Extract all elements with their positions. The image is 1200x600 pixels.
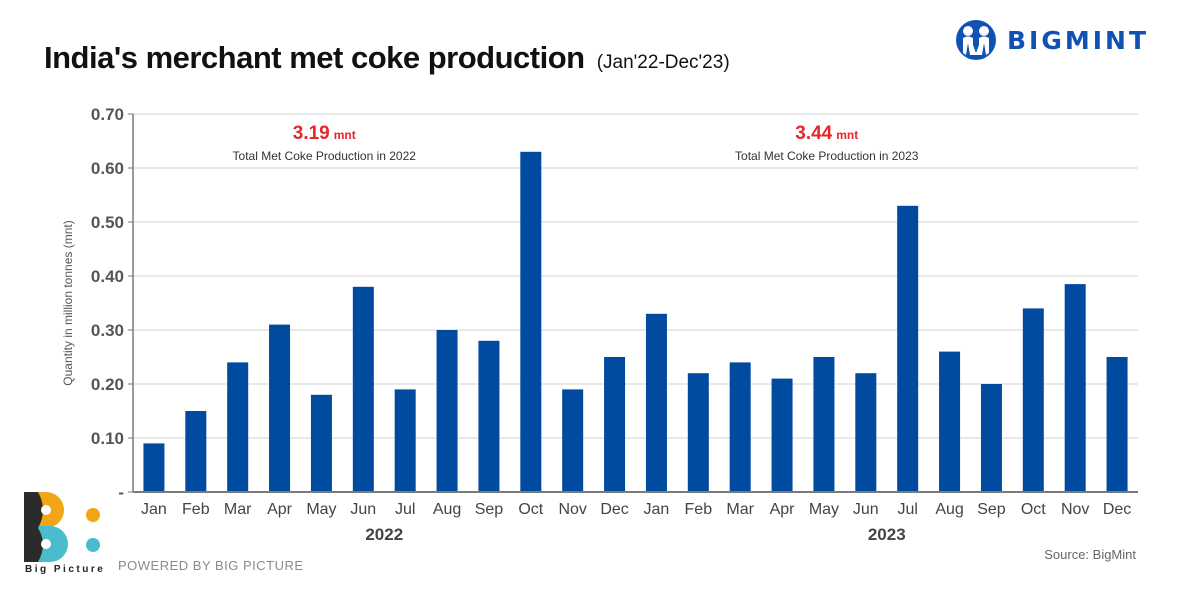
bar-oct <box>520 151 542 493</box>
bar-nov <box>562 389 584 492</box>
x-tick-label: Jul <box>897 501 917 518</box>
x-tick-label: Dec <box>1103 501 1131 518</box>
x-tick-label: Apr <box>770 501 796 518</box>
y-tick-label: 0.50 <box>91 213 124 232</box>
bar-dec <box>1106 357 1128 492</box>
x-tick-label: May <box>809 501 839 518</box>
y-tick-label: 0.10 <box>91 429 124 448</box>
y-axis-label: Quantity in million tonnes (mnt) <box>61 220 75 385</box>
x-tick-label: Jul <box>395 501 415 518</box>
chart-title-period: (Jan'22-Dec'23) <box>596 52 730 73</box>
y-tick-label: - <box>118 483 124 502</box>
x-tick-label: Sep <box>977 501 1006 518</box>
x-tick-label: Mar <box>224 501 252 518</box>
bars <box>143 151 1128 493</box>
y-tick-label: 0.60 <box>91 159 124 178</box>
bar-jun <box>352 286 374 492</box>
annotation-caption: Total Met Coke Production in 2023 <box>735 149 919 163</box>
y-tick-label: 0.30 <box>91 321 124 340</box>
x-tick-label: Dec <box>600 501 628 518</box>
bar-feb <box>185 411 207 492</box>
bigmint-wordmark: BIGMINT <box>1007 25 1150 55</box>
bar-jun <box>855 373 877 492</box>
annotation-total: 3.44 mnt <box>795 123 858 144</box>
annotation-value: 3.19 <box>293 123 330 144</box>
bar-sep <box>478 340 500 492</box>
bigmint-logo: BIGMINT <box>955 18 1149 62</box>
bigmint-people-icon <box>956 20 996 60</box>
bar-may <box>310 394 332 492</box>
annotations: 3.19 mnt Total Met Coke Production in 2022… <box>233 123 919 163</box>
x-tick-label: Feb <box>685 501 713 518</box>
y-tick-label: 0.40 <box>91 267 124 286</box>
x-tick-label: Jun <box>350 501 376 518</box>
source-text: Source: BigMint <box>1044 547 1136 562</box>
x-tick-label: Sep <box>475 501 504 518</box>
bar-apr <box>269 324 291 492</box>
big-picture-caption: Big Picture <box>25 564 106 575</box>
x-tick-label: Aug <box>433 501 461 518</box>
y-tick-labels: - 0.10 0.20 0.30 0.40 0.50 0.60 0.70 <box>91 105 124 502</box>
bar-sep <box>980 384 1002 492</box>
x-tick-label: Mar <box>726 501 754 518</box>
bar-aug <box>939 351 961 492</box>
bar-jan <box>645 313 667 492</box>
x-tick-label: Jan <box>644 501 670 518</box>
y-tick-label: 0.70 <box>91 105 124 124</box>
bar-aug <box>436 330 458 492</box>
year-group-labels: 2022 2023 <box>365 525 905 544</box>
x-tick-label: Nov <box>1061 501 1089 518</box>
bar-dec <box>604 357 626 492</box>
bar-jul <box>897 205 919 493</box>
annotation-total: 3.19 mnt <box>293 123 356 144</box>
year-label: 2023 <box>868 525 906 544</box>
bar-may <box>813 357 835 492</box>
x-tick-label: Oct <box>1021 501 1046 518</box>
annotation-value: 3.44 <box>795 123 832 144</box>
x-tick-label: Aug <box>935 501 963 518</box>
bar-jan <box>143 443 165 492</box>
x-tick-label: Feb <box>182 501 210 518</box>
bar-mar <box>227 362 249 492</box>
bar-feb <box>687 373 709 492</box>
x-tick-label: Oct <box>518 501 543 518</box>
bar-nov <box>1064 284 1086 492</box>
annotation-unit: mnt <box>836 128 858 142</box>
bar-oct <box>1022 308 1044 492</box>
chart-title: India's merchant met coke production (Ja… <box>44 40 730 76</box>
chart-title-main: India's merchant met coke production <box>44 40 585 75</box>
y-tick-label: 0.20 <box>91 375 124 394</box>
x-tick-label: Jan <box>141 501 167 518</box>
x-tick-labels: Jan Feb Mar Apr May Jun Jul Aug Sep Oct Nov Dec Jan F… <box>141 501 1131 518</box>
x-tick-label: Jun <box>853 501 879 518</box>
annotation-unit: mnt <box>334 128 356 142</box>
bar-apr <box>771 378 793 492</box>
x-tick-label: May <box>306 501 336 518</box>
bar-mar <box>729 362 751 492</box>
year-label: 2022 <box>365 525 403 544</box>
bar-jul <box>394 389 416 492</box>
x-tick-label: Apr <box>267 501 293 518</box>
gridlines <box>133 113 1138 439</box>
x-tick-label: Nov <box>558 501 586 518</box>
powered-by-text: POWERED BY BIG PICTURE <box>118 558 304 573</box>
big-picture-logo <box>24 492 100 562</box>
axes <box>128 113 1138 493</box>
annotation-caption: Total Met Coke Production in 2022 <box>233 149 417 163</box>
